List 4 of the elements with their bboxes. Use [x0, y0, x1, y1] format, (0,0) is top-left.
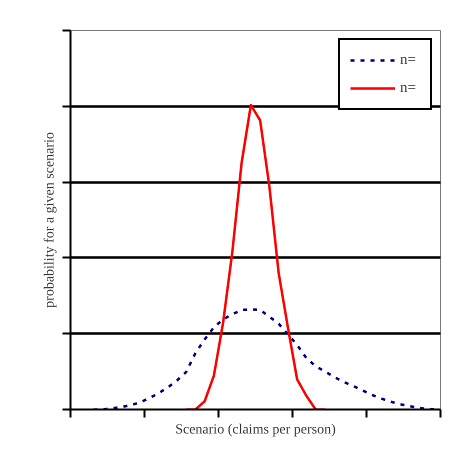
y-axis-title: probability for a given scenario	[42, 132, 58, 308]
x-axis-title: Scenario (claims per person)	[175, 422, 336, 438]
legend-label: n=	[400, 80, 417, 96]
legend-label: n=	[400, 52, 417, 68]
